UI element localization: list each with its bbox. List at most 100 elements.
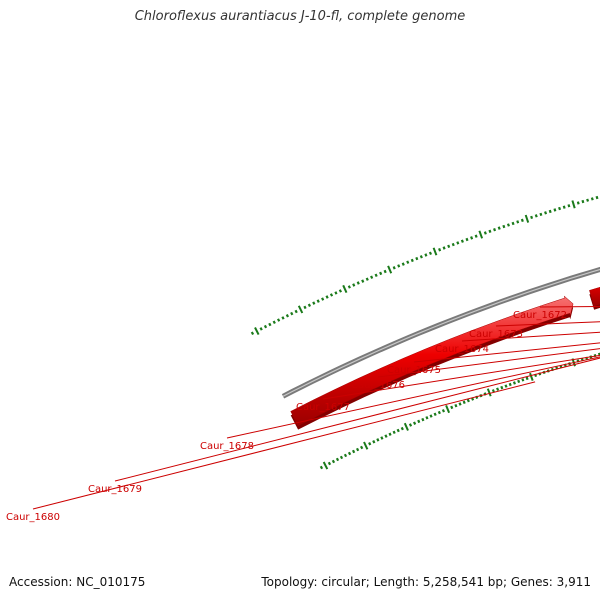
inner-tick-mark bbox=[441, 409, 446, 413]
label-leader-line bbox=[413, 342, 600, 363]
inner-tick-mark bbox=[462, 400, 466, 404]
inner-tick-mark bbox=[392, 430, 396, 435]
outer-tick-mark bbox=[567, 204, 571, 208]
outer-tick-mark bbox=[419, 255, 423, 259]
topology-text: Topology: circular; Length: 5,258,541 bp… bbox=[261, 575, 591, 589]
outer-tick-mark bbox=[321, 297, 325, 301]
inner-tick-mark bbox=[343, 453, 348, 458]
outer-tick-mark bbox=[370, 275, 374, 279]
inner-tick-mark bbox=[496, 387, 500, 391]
inner-tick-mark bbox=[319, 465, 324, 470]
inner-tick-mark bbox=[408, 423, 413, 427]
inner-tick-mark bbox=[433, 412, 437, 417]
inner-tick-mark bbox=[413, 421, 417, 425]
outer-tick-mark bbox=[558, 206, 562, 211]
outer-tick-mark bbox=[432, 247, 438, 256]
gene-label: Caur_1679 bbox=[88, 484, 142, 495]
backbone-outer bbox=[281, 266, 600, 399]
outer-tick-mark bbox=[383, 269, 387, 274]
genome-backbone bbox=[281, 266, 600, 399]
label-leader-line bbox=[226, 356, 600, 439]
gene-label: Caur_1674 bbox=[435, 344, 489, 355]
outer-tick-mark bbox=[334, 291, 338, 295]
inner-tick-mark bbox=[417, 419, 421, 424]
gene-arrow-body bbox=[589, 286, 600, 307]
outer-tick-mark bbox=[387, 265, 393, 274]
outer-tick-mark bbox=[277, 318, 281, 322]
outer-tick-mark bbox=[456, 241, 460, 245]
outer-tick-mark bbox=[470, 236, 474, 240]
inner-tick-mark bbox=[356, 447, 360, 452]
outer-tick-mark bbox=[520, 218, 524, 223]
gene-label: Caur_1673 bbox=[469, 329, 523, 340]
label-leader-line bbox=[461, 331, 600, 342]
outer-tick-mark bbox=[272, 320, 276, 325]
outer-tick-mark bbox=[263, 324, 268, 329]
inner-tick-mark bbox=[504, 384, 508, 388]
inner-tick-mark bbox=[368, 442, 372, 446]
label-leader-line bbox=[377, 348, 600, 378]
accession-text: Accession: NC_010175 bbox=[9, 575, 146, 589]
inner-tick-mark bbox=[521, 378, 525, 382]
outer-tick-mark bbox=[581, 199, 585, 204]
gene-arrow bbox=[589, 286, 600, 310]
inner-tick-mark bbox=[491, 389, 495, 393]
outer-tick-mark bbox=[329, 293, 334, 297]
inner-tick-mark bbox=[508, 382, 512, 387]
outer-tick-mark bbox=[571, 200, 576, 209]
outer-tick-mark bbox=[285, 314, 289, 318]
outer-tick-mark bbox=[576, 201, 580, 205]
inner-tick-mark bbox=[486, 388, 492, 397]
label-leader-line bbox=[322, 354, 600, 400]
inner-tick-mark bbox=[529, 372, 534, 381]
inner-tick-mark bbox=[327, 461, 332, 466]
inner-tick-mark bbox=[376, 438, 380, 442]
gene-label: Caur_1676 bbox=[351, 380, 405, 391]
outer-tick-mark bbox=[465, 237, 469, 242]
label-leader-line bbox=[32, 381, 536, 510]
inner-tick-mark bbox=[380, 436, 384, 440]
inner-tick-mark bbox=[400, 426, 404, 431]
inner-tick-mark bbox=[360, 445, 364, 450]
outer-tick-mark bbox=[250, 331, 255, 336]
label-leaders bbox=[32, 306, 600, 510]
inner-tick-mark bbox=[454, 404, 458, 408]
outer-tick-mark bbox=[347, 285, 351, 289]
outer-tick-mark bbox=[290, 311, 294, 316]
inner-tick-mark bbox=[335, 457, 340, 462]
outer-tick-mark bbox=[297, 305, 304, 314]
inner-tick-mark bbox=[322, 461, 329, 470]
outer-tick-mark bbox=[415, 256, 419, 261]
outer-tick-mark bbox=[342, 284, 348, 294]
outer-tick-mark bbox=[268, 322, 272, 327]
inner-tick-mark bbox=[458, 402, 462, 406]
inner-tick-mark bbox=[331, 459, 336, 464]
inner-tick-mark bbox=[466, 398, 470, 403]
outer-tick-mark bbox=[553, 208, 557, 212]
outer-tick-mark bbox=[511, 221, 515, 226]
outer-tick-mark bbox=[595, 195, 599, 200]
outer-tick-mark bbox=[428, 251, 433, 256]
outer-tick-mark bbox=[281, 316, 285, 320]
outer-tick-mark bbox=[516, 220, 520, 224]
outer-tick-mark bbox=[497, 226, 501, 230]
outer-tick-mark bbox=[506, 223, 510, 227]
outer-tick-mark bbox=[294, 309, 298, 314]
outer-tick-mark bbox=[460, 239, 464, 243]
inner-tick-mark bbox=[403, 422, 409, 431]
gene-labels: Caur_1672 Caur_1673 Caur_1674 Caur_1675 Caur… bbox=[6, 310, 567, 523]
outer-tick-mark bbox=[493, 228, 497, 232]
outer-tick-mark bbox=[483, 231, 487, 235]
inner-tick-mark bbox=[352, 449, 356, 454]
outer-tick-mark bbox=[474, 234, 478, 238]
outer-tick-mark bbox=[374, 273, 378, 278]
outer-tick-mark bbox=[254, 327, 260, 336]
outer-tick-mark bbox=[530, 215, 534, 220]
outer-tick-mark bbox=[356, 281, 360, 285]
outer-tick-mark bbox=[365, 277, 369, 281]
outer-tick-mark bbox=[590, 197, 594, 201]
outer-tick-mark bbox=[478, 230, 484, 239]
outer-tick-mark bbox=[447, 244, 451, 248]
outer-tick-mark bbox=[401, 262, 405, 266]
